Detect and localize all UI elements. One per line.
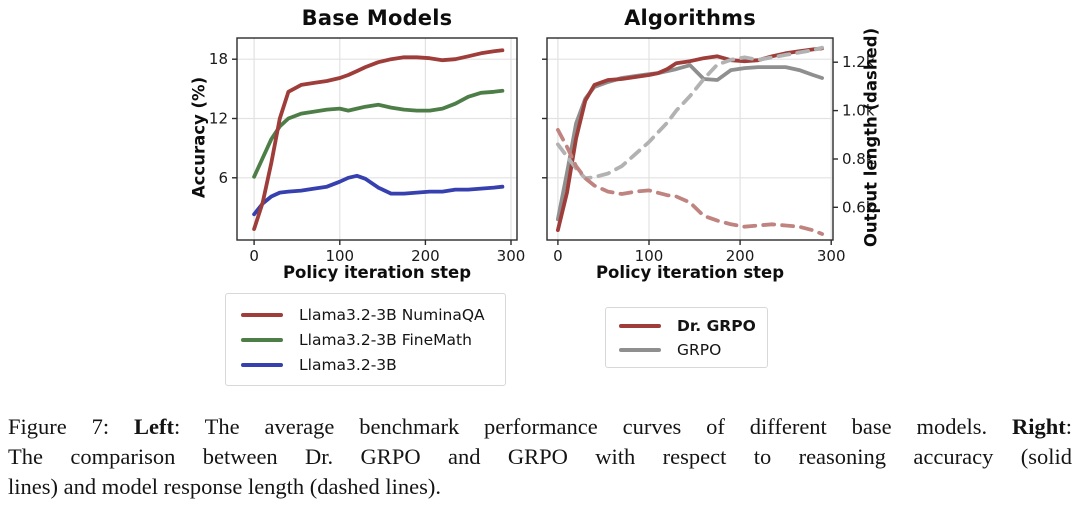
- series-llama3-2-3b-numinaqa: [252, 48, 505, 232]
- x-axis-label-right: Policy iteration step: [595, 263, 785, 282]
- x-tick-label: 100: [635, 247, 664, 265]
- y-axis-label-accuracy: Accuracy (%): [189, 76, 209, 199]
- x-tick-label: 200: [411, 247, 440, 265]
- chart-0: 0 100 200 300 6 12 18: [209, 37, 526, 265]
- y-tick-label-right: 1.2k: [842, 53, 875, 71]
- caption-text-segment: Figure 7:: [8, 414, 134, 439]
- legend-item: Llama3.2-3B FineMath: [241, 331, 505, 349]
- legend-item: Dr. GRPO: [619, 317, 767, 335]
- legend-item: Llama3.2-3B NuminaQA: [241, 306, 505, 324]
- legend-item: Llama3.2-3B: [241, 356, 505, 374]
- caption-bold-segment: Right: [1011, 414, 1066, 439]
- x-tick-label: 200: [726, 247, 755, 265]
- legend-label: Dr. GRPO: [677, 316, 756, 335]
- y-tick-label-right: 0.6k: [842, 198, 875, 216]
- caption-line: Figure 7: Left: The average benchmark pe…: [8, 412, 1072, 442]
- x-axis-label-left: Policy iteration step: [282, 263, 472, 282]
- legend-label: Llama3.2-3B NuminaQA: [299, 305, 485, 324]
- x-tick-label: 0: [249, 247, 259, 265]
- x-tick-label: 300: [497, 247, 526, 265]
- caption-text-segment: The comparison between Dr. GRPO and GRPO…: [8, 444, 1072, 469]
- y-tick-label-left: 18: [209, 50, 228, 68]
- plot-border: [546, 37, 834, 241]
- legend-line-swatch: [241, 362, 283, 367]
- y-tick-label-left: 12: [209, 110, 228, 128]
- legend-label: GRPO: [677, 340, 722, 359]
- x-tick-label: 100: [325, 247, 354, 265]
- legend-base-models: Llama3.2-3B NuminaQA Llama3.2-3B FineMath…: [225, 293, 506, 386]
- series-dr-grpo-accuracy: [556, 46, 824, 233]
- series-llama3-2-3b: [252, 173, 505, 217]
- caption-text-segment: lines) and model response length (dashed…: [8, 474, 442, 499]
- legend-label: Llama3.2-3B: [299, 355, 397, 374]
- y-tick-label-right: 1.0k: [842, 102, 875, 120]
- series-grpo-accuracy: [556, 63, 824, 222]
- legend-line-swatch: [241, 337, 283, 342]
- x-tick-label: 0: [553, 247, 563, 265]
- series-dr-grpo-output-length-k-: [556, 127, 824, 236]
- y-tick-label-right: 0.8k: [842, 150, 875, 168]
- legend-label: Llama3.2-3B FineMath: [299, 330, 472, 349]
- caption-text-segment: : The average benchmark performance curv…: [173, 414, 1012, 439]
- y-tick-label-left: 6: [218, 169, 228, 187]
- legend-line-swatch: [619, 347, 661, 352]
- figure-caption: Figure 7: Left: The average benchmark pe…: [8, 412, 1072, 502]
- caption-line: The comparison between Dr. GRPO and GRPO…: [8, 442, 1072, 472]
- chart-1: 0 100 200 300 0.6k 0.8k 1.0k 1.2k: [542, 37, 875, 265]
- caption-text-segment: :: [1065, 414, 1072, 439]
- chart-title-algorithms: Algorithms: [624, 6, 756, 30]
- caption-line: lines) and model response length (dashed…: [8, 472, 1072, 502]
- series-grpo-output-length-k-: [556, 45, 824, 181]
- chart-title-base-models: Base Models: [301, 6, 453, 30]
- legend-item: GRPO: [619, 341, 767, 359]
- caption-bold-segment: Left: [133, 414, 174, 439]
- series-llama3-2-3b-finemath: [252, 88, 505, 179]
- y-axis-label-output-length: Output length (dashed): [861, 27, 881, 248]
- charts-svg: 0 100 200 300 6 12 18 0 100 200 300 0.6k 0.8k 1.0k 1.2…: [209, 37, 875, 265]
- legend-line-swatch: [619, 323, 661, 328]
- legend-line-swatch: [241, 312, 283, 317]
- plot-border: [236, 37, 518, 241]
- legend-algorithms: Dr. GRPO GRPO: [605, 307, 768, 368]
- x-tick-label: 300: [817, 247, 846, 265]
